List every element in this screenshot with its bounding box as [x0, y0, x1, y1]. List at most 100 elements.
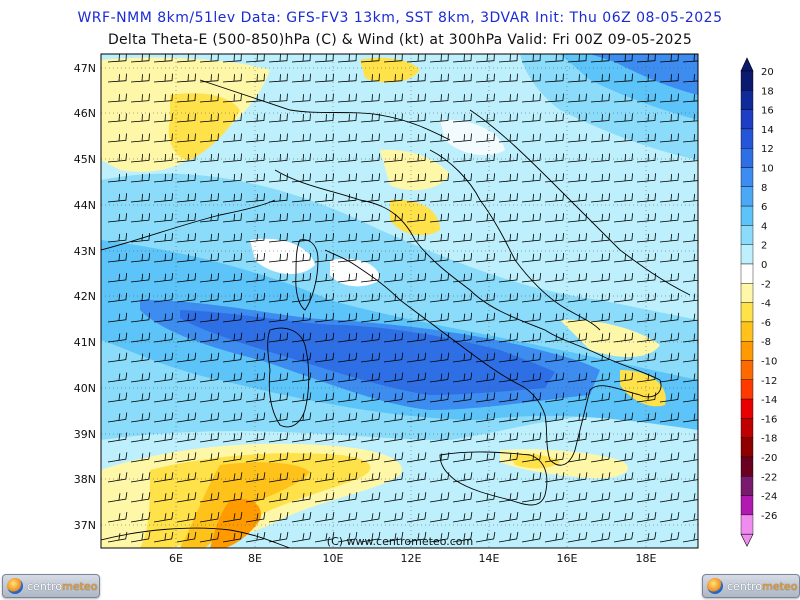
wind-barb — [406, 372, 427, 383]
centrometeo-logo-left[interactable]: centrometeo — [2, 574, 100, 598]
lat-label: 45N — [74, 153, 96, 166]
wind-barb — [567, 492, 588, 503]
wind-barb — [337, 272, 358, 283]
wind-barb — [406, 392, 427, 403]
colorbar-label: -26 — [761, 511, 777, 522]
wind-barb — [153, 73, 173, 83]
wind-barb — [682, 193, 698, 203]
wind-barb — [452, 452, 473, 463]
wind-barb — [452, 133, 472, 143]
centrometeo-logo-right[interactable]: centrometeo — [702, 574, 800, 598]
wind-barb — [176, 472, 197, 483]
wind-barb — [590, 472, 611, 483]
wind-barb — [383, 412, 404, 423]
wind-barb — [268, 133, 288, 143]
lon-label: 6E — [169, 552, 183, 565]
wind-barb — [291, 531, 312, 543]
wind-barb — [337, 452, 358, 463]
wind-barb — [429, 272, 450, 283]
wind-barb — [659, 54, 679, 63]
wind-barb — [245, 412, 266, 423]
wind-barb — [682, 413, 698, 423]
wind-barb — [613, 412, 634, 423]
wind-barb — [153, 292, 174, 303]
wind-barb — [314, 292, 335, 303]
wind-barb — [613, 492, 634, 503]
wind-barb — [498, 233, 518, 243]
wind-barb — [383, 133, 403, 143]
colorbar-swatch — [740, 128, 754, 149]
wind-barb — [636, 252, 657, 263]
globe-icon — [7, 578, 23, 594]
colorbar-swatch — [740, 283, 754, 303]
wind-barb — [636, 292, 657, 303]
wind-barb — [429, 54, 449, 63]
wind-barb — [176, 173, 196, 183]
wind-barb — [383, 93, 403, 103]
wind-barb — [636, 412, 657, 423]
wind-barb — [429, 133, 449, 143]
wind-barb — [245, 272, 266, 283]
wind-barb — [107, 472, 128, 483]
wind-barb — [521, 113, 541, 123]
wind-barb — [153, 233, 173, 243]
wind-barb — [636, 93, 656, 103]
wind-barb — [130, 392, 151, 403]
wind-barb — [199, 392, 220, 403]
wind-barb — [199, 73, 219, 83]
wind-barb — [429, 153, 449, 163]
wind-barb — [268, 412, 289, 423]
wind-barb — [337, 352, 358, 363]
wind-barb — [659, 113, 679, 123]
wind-barb — [590, 73, 610, 83]
wind-barb — [475, 472, 496, 483]
wind-barb — [314, 272, 335, 283]
wind-barb — [107, 153, 127, 163]
wind-barb — [360, 392, 381, 403]
wind-barb — [314, 332, 335, 343]
wind-barb — [360, 292, 381, 303]
wind-barb — [498, 372, 519, 383]
wind-barb — [613, 392, 634, 403]
wind-barb — [222, 252, 243, 263]
wind-barb — [452, 193, 472, 203]
colorbar-label: 12 — [761, 144, 774, 155]
wind-barb — [613, 432, 634, 443]
colorbar-label: 10 — [761, 164, 774, 175]
lat-label: 44N — [74, 199, 96, 212]
wind-barb — [337, 113, 357, 123]
wind-barb — [291, 492, 312, 503]
wind-barb — [636, 472, 657, 483]
wind-barb — [383, 113, 403, 123]
wind-barb — [659, 412, 680, 423]
wind-barb — [682, 134, 698, 143]
wind-barb — [636, 173, 656, 183]
wind-barb — [659, 312, 680, 323]
wind-barb — [659, 452, 680, 463]
wind-barb — [222, 492, 243, 503]
wind-barb — [590, 312, 611, 323]
wind-barb — [682, 513, 698, 523]
wind-barb — [107, 73, 127, 83]
wind-barb — [130, 252, 151, 263]
wind-barb — [567, 272, 588, 283]
wind-barb — [521, 432, 542, 443]
wind-barb — [567, 452, 588, 463]
wind-barb — [429, 113, 449, 123]
wind-barb — [567, 412, 588, 423]
wind-barb — [337, 312, 358, 323]
wind-barb — [636, 332, 657, 343]
wind-barb — [291, 252, 312, 263]
wind-barb — [130, 173, 150, 183]
wind-barb — [314, 452, 335, 463]
wind-barb — [314, 312, 335, 323]
wind-barb — [521, 531, 542, 543]
wind-barb — [406, 412, 427, 423]
wind-barb — [176, 73, 196, 83]
wind-barb — [567, 233, 587, 243]
wind-barb — [199, 432, 220, 443]
wind-barb — [590, 153, 610, 163]
wind-barb — [360, 133, 380, 143]
wind-barb — [199, 113, 219, 123]
wind-barb — [360, 193, 380, 203]
